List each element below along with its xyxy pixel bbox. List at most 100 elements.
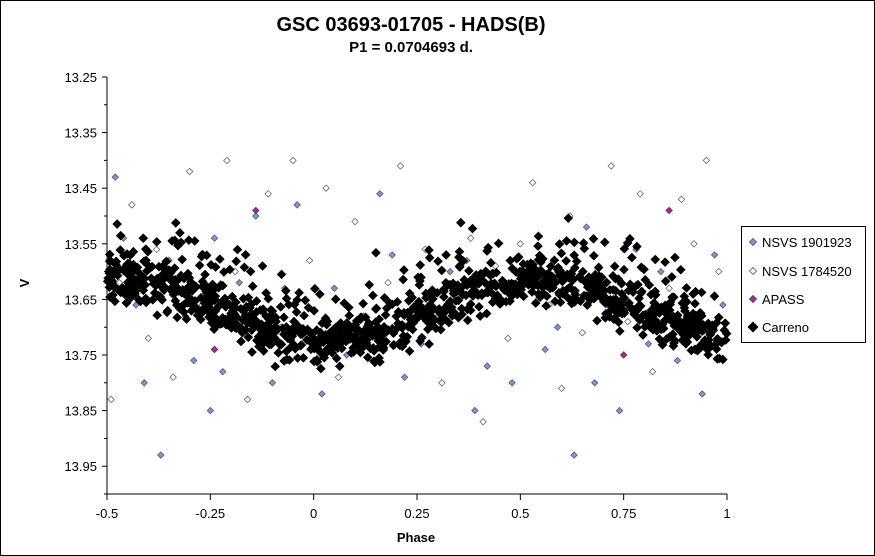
carreno-point [608,271,618,281]
carreno-point [667,272,677,282]
carreno-point [549,255,560,266]
carreno-point [638,330,648,340]
carreno-point [330,294,341,304]
y-tick-label: 13.25 [64,70,97,85]
carreno-point [448,285,459,296]
carreno-point [177,254,187,265]
carreno-point [660,276,671,286]
carreno-point [593,281,603,292]
carreno-point [195,314,206,325]
carreno-point [619,243,630,254]
nsvs-1901923-point [508,379,516,387]
nsvs-1784520-point [607,162,615,170]
carreno-point [379,292,390,303]
carreno-point [251,296,262,306]
legend-marker-nsvs-1784520 [748,266,758,276]
carreno-point [334,361,345,372]
legend-marker-apass [748,294,758,304]
carreno-point [462,278,473,288]
nsvs-1784520-point [578,329,587,337]
carreno-point [230,318,241,328]
carreno-point [516,282,526,292]
carreno-point [236,336,246,347]
carreno-point [277,323,288,334]
nsvs-1784520-point [351,217,359,226]
carreno-point [172,312,183,323]
carreno-point [380,310,391,320]
carreno-point [601,277,612,288]
carreno-point [475,268,486,279]
nsvs-1901923-point [710,251,719,259]
carreno-point [393,307,404,317]
carreno-point [690,298,700,309]
carreno-point [521,267,532,277]
carreno-point [158,262,168,273]
carreno-point [170,296,181,306]
carreno-point [658,323,669,334]
carreno-point [309,305,319,316]
carreno-point [206,318,217,328]
carreno-point [639,264,649,275]
carreno-point [356,312,366,322]
carreno-point [488,269,498,279]
nsvs-1784520-point [648,367,657,376]
carreno-point [215,254,225,264]
apass-point [252,206,260,215]
nsvs-1784520-point [396,162,405,170]
carreno-point [181,286,191,296]
carreno-point [688,308,698,319]
nsvs-1901923-point [235,279,243,287]
carreno-point [660,257,670,267]
carreno-point [650,254,661,265]
carreno-point [115,245,126,255]
carreno-point [413,272,423,283]
carreno-point [468,281,479,292]
carreno-point [299,310,309,321]
carreno-point [302,324,313,335]
nsvs-1901923-point [293,201,301,209]
nsvs-1901923-point [591,379,599,387]
nsvs-1784520-point [624,317,632,326]
carreno-point [362,352,373,363]
nsvs-1784520-point [334,373,343,381]
carreno-point [130,286,141,297]
carreno-point [465,299,476,309]
carreno-point [161,256,172,267]
carreno-point [364,318,374,329]
carreno-point [283,328,294,339]
x-tick-label: 0.5 [511,506,529,521]
carreno-point [110,282,120,293]
carreno-point [588,233,599,244]
y-tick-label: 13.35 [64,126,97,141]
carreno-point [695,308,705,318]
carreno-point [566,283,577,294]
carreno-point [245,266,256,277]
carreno-point [404,346,415,356]
carreno-point [320,313,331,323]
carreno-point [660,300,671,311]
carreno-point [532,272,542,283]
nsvs-1901923-point [400,373,409,381]
carreno-point [255,334,265,344]
y-tick-label: 13.45 [64,181,97,196]
carreno-point [311,325,322,335]
nsvs-1901923-point [698,390,706,398]
carreno-point [368,290,378,301]
carreno-point [138,285,149,296]
carreno-point [352,323,363,334]
nsvs-1901923-point [210,234,219,242]
carreno-point [292,295,302,305]
carreno-point [701,323,711,334]
carreno-point [300,295,311,306]
x-tick-label: 0 [310,506,317,521]
carreno-point [644,280,655,290]
legend-item-nsvs-1784520: NSVS 1784520 [746,262,852,280]
y-tick-label: 13.75 [64,348,97,363]
carreno-point [677,335,688,346]
carreno-point [615,326,625,336]
nsvs-1901923-point [644,340,653,348]
carreno-point [115,230,126,241]
carreno-point [183,268,193,279]
carreno-point [230,302,240,312]
